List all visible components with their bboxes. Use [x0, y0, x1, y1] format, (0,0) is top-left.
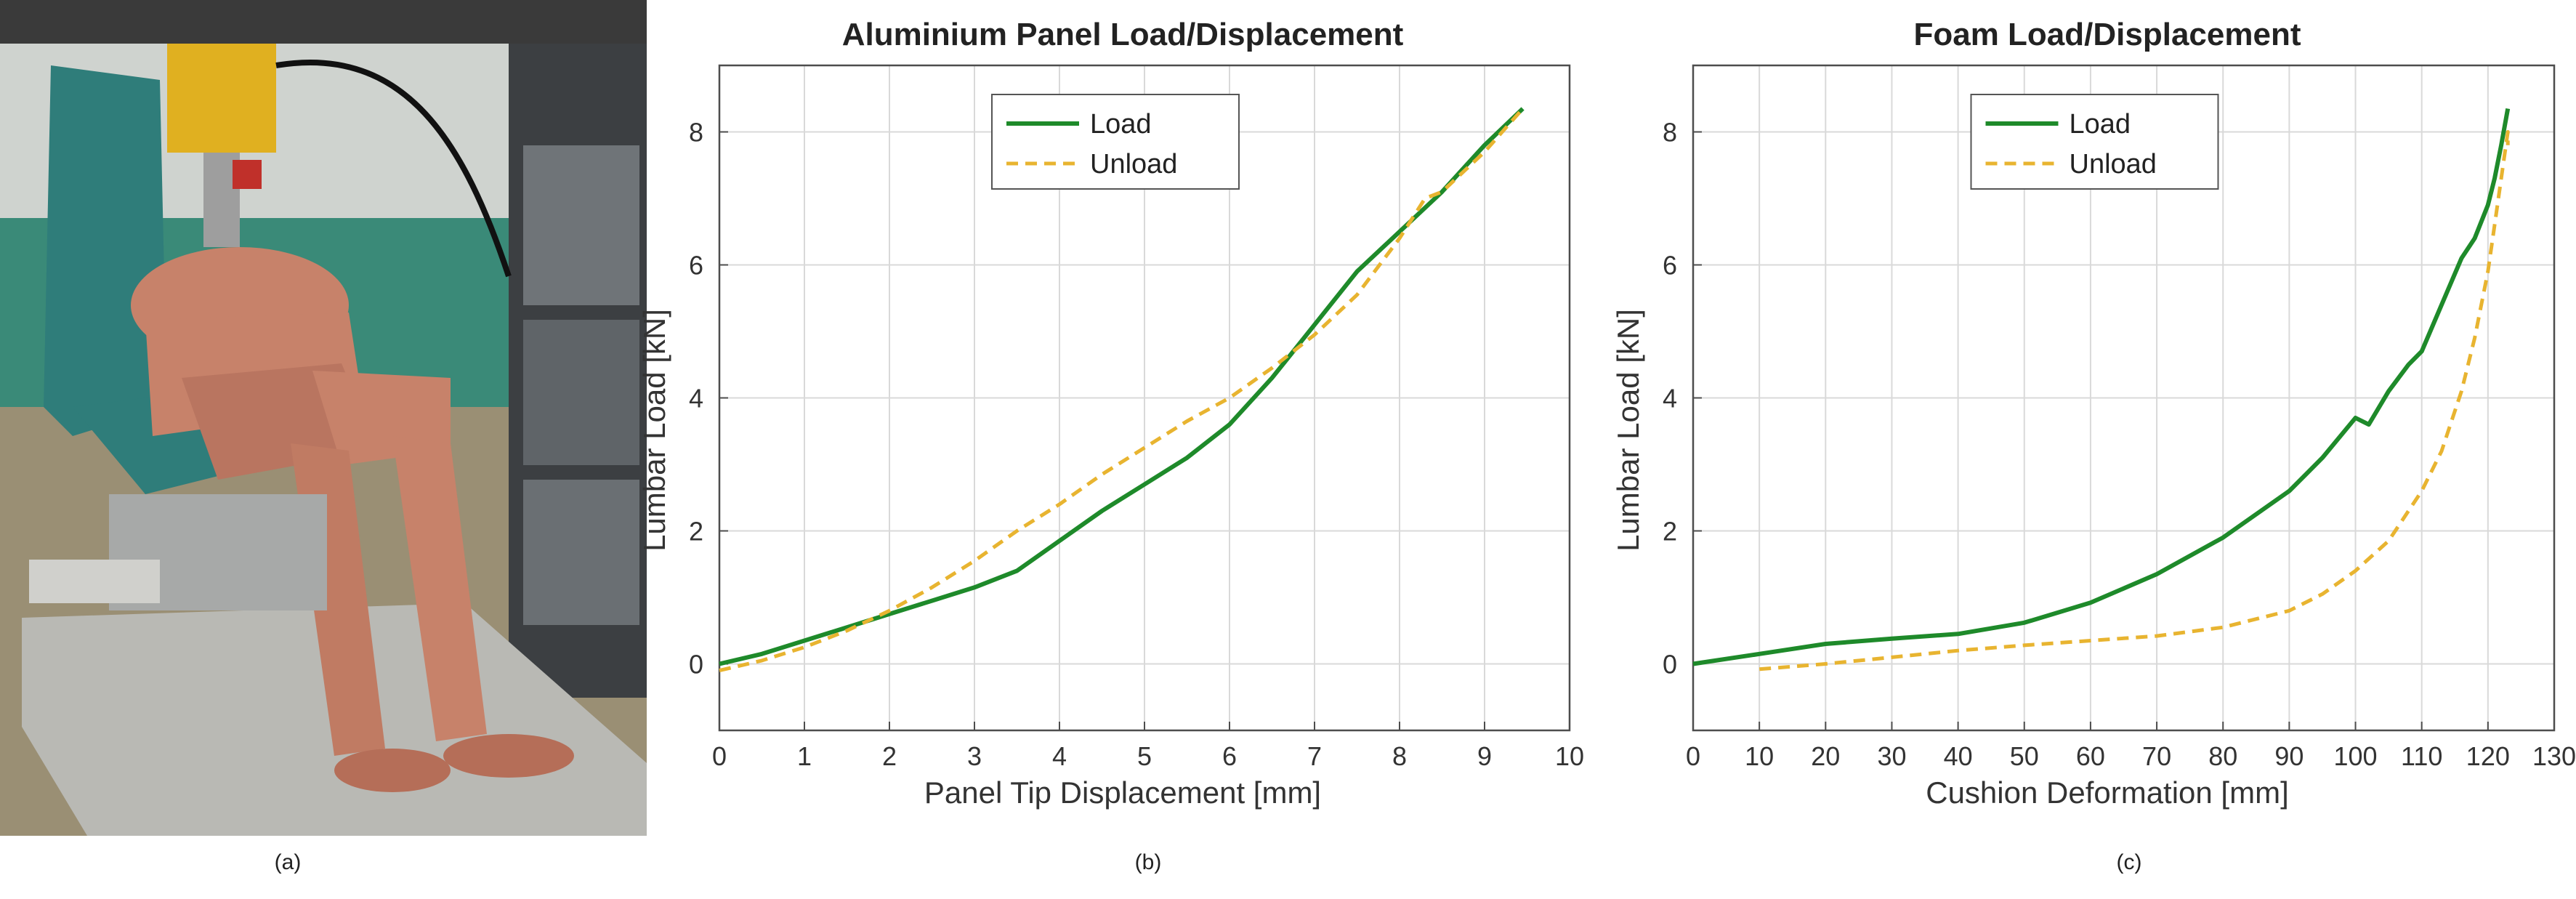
- x-tick-label: 30: [1877, 741, 1906, 771]
- y-tick-label: 0: [689, 650, 703, 680]
- x-tick-label: 60: [2076, 741, 2105, 771]
- x-tick-label: 7: [1307, 741, 1322, 771]
- legend-label-unload: Unload: [2070, 149, 2157, 180]
- x-tick-label: 5: [1137, 741, 1152, 771]
- x-tick-label: 80: [2208, 741, 2237, 771]
- legend: Load Unload: [991, 94, 1240, 190]
- legend: Load Unload: [1970, 94, 2219, 190]
- x-tick-label: 130: [2532, 741, 2576, 771]
- caption-c: (c): [2116, 850, 2142, 874]
- y-tick-label: 4: [1663, 384, 1677, 414]
- aluminium-panel-chart: Aluminium Panel Load/Displacement 0 1 2 3 4 5…: [637, 17, 1584, 810]
- caption-a: (a): [274, 850, 302, 874]
- y-tick-label: 2: [1663, 517, 1677, 547]
- x-tick-label: 0: [712, 741, 727, 771]
- x-tick-label: 70: [2142, 741, 2171, 771]
- legend-label-load: Load: [1090, 109, 1152, 140]
- y-tick-label: 0: [1663, 650, 1677, 680]
- legend-box: [1970, 94, 2219, 190]
- x-axis-label: Panel Tip Displacement [mm]: [924, 775, 1321, 810]
- chart-title: Foam Load/Displacement: [1913, 17, 2301, 52]
- x-tick-label: 0: [1686, 741, 1700, 771]
- y-tick-label: 2: [689, 517, 703, 547]
- y-tick-label: 4: [689, 384, 703, 414]
- x-tick-label: 50: [2010, 741, 2039, 771]
- test-rig-photo: [0, 0, 647, 836]
- x-tick-label: 4: [1052, 741, 1067, 771]
- x-tick-label: 100: [2333, 741, 2377, 771]
- x-tick-label: 40: [1944, 741, 1973, 771]
- x-axis-label: Cushion Deformation [mm]: [1926, 775, 2289, 810]
- x-tick-label: 1: [797, 741, 812, 771]
- series-unload-line: [719, 107, 1525, 673]
- legend-label-unload: Unload: [1090, 149, 1177, 180]
- foam-chart: Foam Load/Displacement 0 10 20 30 40 50 60 70 80…: [1611, 17, 2576, 810]
- y-axis-label: Lumbar Load [kN]: [637, 309, 671, 552]
- x-tick-label: 3: [967, 741, 982, 771]
- x-tick-label: 10: [1745, 741, 1774, 771]
- legend-label-load: Load: [2070, 109, 2131, 140]
- plot-area: 0 1 2 3 4 5 6 7 8 9 10 0 2 4 6 8 Load Unload: [689, 64, 1584, 771]
- series-load-line: [719, 107, 1525, 666]
- y-tick-label: 6: [1663, 251, 1677, 281]
- y-tick-label: 8: [689, 118, 703, 148]
- caption-b: (b): [1134, 850, 1162, 874]
- y-tick-label: 8: [1663, 118, 1677, 148]
- series-unload-line: [1759, 130, 2510, 672]
- chart-title: Aluminium Panel Load/Displacement: [842, 17, 1404, 52]
- x-tick-label: 110: [2401, 741, 2442, 771]
- x-tick-label: 6: [1222, 741, 1237, 771]
- x-tick-label: 8: [1392, 741, 1407, 771]
- x-tick-label: 20: [1811, 741, 1840, 771]
- x-tick-label: 120: [2466, 741, 2510, 771]
- x-tick-label: 9: [1477, 741, 1492, 771]
- plot-area: 0 10 20 30 40 50 60 70 80 90 100 110 120 130 0 2 4 6 8 Load…: [1663, 64, 2576, 771]
- series-load-line: [1692, 108, 2511, 666]
- x-tick-label: 90: [2274, 741, 2304, 771]
- x-tick-label: 2: [882, 741, 897, 771]
- legend-box: [991, 94, 1240, 190]
- y-tick-label: 6: [689, 251, 703, 281]
- x-tick-label: 10: [1555, 741, 1584, 771]
- y-axis-label: Lumbar Load [kN]: [1611, 309, 1645, 552]
